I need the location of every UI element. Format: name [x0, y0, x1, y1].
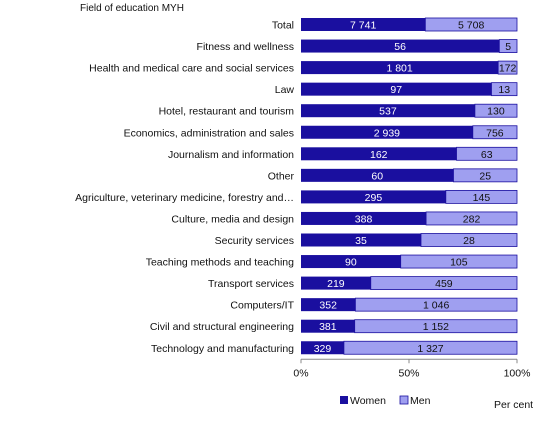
bar-women	[301, 18, 426, 31]
bar-men	[491, 82, 518, 97]
bar-men	[343, 340, 518, 355]
bar-women	[301, 276, 371, 290]
data-label-men: 5	[505, 41, 511, 53]
data-label-men: 172	[499, 63, 517, 75]
category-label: Law	[275, 84, 295, 96]
data-label-women: 1 801	[386, 63, 412, 75]
category-label: Journalism and information	[168, 149, 294, 161]
legend-label: Men	[410, 395, 431, 407]
bar-women	[301, 82, 492, 96]
bar-men	[370, 276, 518, 291]
category-label: Transport services	[208, 278, 294, 290]
data-label-men: 1 046	[423, 300, 449, 312]
bar-men	[425, 211, 518, 226]
data-label-women: 60	[371, 170, 383, 182]
bar-women	[301, 211, 427, 225]
chart-title: Field of education MYH	[80, 3, 184, 14]
bar-men	[497, 60, 518, 75]
category-label: Culture, media and design	[171, 213, 294, 225]
data-label-women: 162	[370, 149, 388, 161]
bar-men	[420, 233, 518, 247]
data-label-men: 459	[435, 278, 453, 290]
bar-women	[301, 190, 446, 204]
legend-swatch	[399, 395, 409, 405]
legend: Women Men	[340, 395, 431, 407]
data-label-women: 90	[345, 257, 357, 269]
bar-men	[445, 189, 518, 204]
data-label-men: 13	[498, 84, 510, 96]
category-label: Total	[272, 20, 294, 32]
bar-women	[301, 125, 473, 139]
data-label-women: 2 939	[374, 127, 400, 139]
bar-men	[354, 319, 518, 334]
x-tick-label: 50%	[398, 367, 419, 379]
category-label: Fitness and wellness	[197, 41, 294, 53]
data-label-women: 97	[390, 84, 402, 96]
data-label-men: 1 327	[417, 343, 443, 355]
data-label-women: 381	[319, 321, 337, 333]
data-label-women: 352	[319, 300, 337, 312]
bar-men	[354, 297, 518, 312]
data-label-men: 5 708	[458, 20, 484, 32]
data-label-men: 145	[473, 192, 491, 204]
data-label-women: 7 741	[350, 20, 376, 32]
bar-women	[301, 104, 475, 118]
bar-men	[400, 254, 518, 269]
data-label-women: 295	[365, 192, 383, 204]
bars-group: Total 7 741 5 708 Fitness and wellness 56 5 He…	[75, 17, 518, 355]
category-label: Agriculture, veterinary medicine, forest…	[75, 192, 294, 204]
category-label: Hotel, restaurant and tourism	[159, 106, 295, 118]
bar-men	[453, 168, 518, 183]
x-tick-label: 0%	[293, 367, 308, 379]
bar-men	[474, 103, 518, 118]
data-label-men: 756	[486, 127, 504, 139]
data-label-men: 130	[487, 106, 505, 118]
bar-women	[301, 147, 457, 161]
x-tick-label: 100%	[504, 367, 531, 379]
bar-women	[301, 39, 500, 53]
data-label-women: 56	[394, 41, 406, 53]
bar-women	[301, 233, 421, 247]
bar-women	[301, 319, 355, 333]
x-axis-unit-label: Per cent	[494, 399, 533, 411]
bar-women	[301, 168, 454, 182]
data-label-men: 105	[450, 257, 468, 269]
data-label-men: 25	[479, 170, 491, 182]
bar-men	[456, 146, 518, 161]
category-label: Teaching methods and teaching	[146, 257, 294, 269]
legend-label: Women	[350, 395, 386, 407]
category-label: Technology and manufacturing	[151, 343, 294, 355]
x-axis: 0% 50% 100%	[293, 358, 531, 379]
bar-women	[301, 61, 499, 75]
data-label-men: 1 152	[423, 321, 449, 333]
data-label-women: 329	[314, 343, 332, 355]
data-label-women: 219	[327, 278, 345, 290]
data-label-women: 537	[379, 106, 397, 118]
category-label: Other	[268, 170, 295, 182]
data-label-women: 35	[355, 235, 367, 247]
bar-women	[301, 341, 344, 355]
bar-men	[424, 17, 518, 32]
data-label-men: 63	[481, 149, 493, 161]
bar-women	[301, 298, 356, 312]
bar-men	[498, 39, 518, 53]
category-label: Health and medical care and social servi…	[89, 63, 294, 75]
category-label: Economics, administration and sales	[124, 127, 294, 139]
bar-men	[472, 125, 518, 140]
legend-swatch	[340, 396, 348, 404]
data-label-men: 28	[463, 235, 475, 247]
data-label-women: 388	[355, 213, 373, 225]
category-label: Security services	[215, 235, 294, 247]
category-label: Civil and structural engineering	[150, 321, 294, 333]
category-label: Computers/IT	[230, 300, 294, 312]
bar-women	[301, 255, 401, 269]
data-label-men: 282	[463, 213, 481, 225]
